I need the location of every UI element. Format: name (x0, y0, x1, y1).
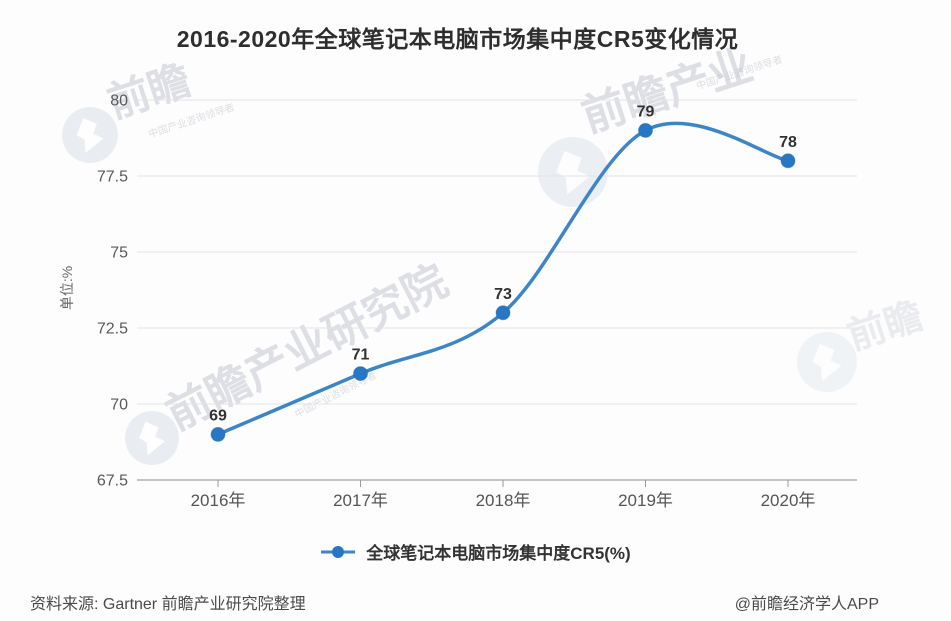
data-point (780, 153, 796, 169)
series-line (216, 121, 790, 437)
credit-note: @前瞻经济学人APP (734, 596, 879, 613)
data-label: 71 (352, 347, 370, 364)
data-point (353, 366, 368, 382)
data-label: 73 (494, 286, 512, 303)
y-tick-label: 72.5 (97, 321, 128, 338)
x-tick-label: 2016年 (191, 491, 246, 510)
y-tick-label: 77.5 (97, 169, 128, 186)
x-tick-label: 2019年 (618, 491, 673, 510)
footer: 资料来源: Gartner 前瞻产业研究院整理 @前瞻经济学人APP (0, 590, 951, 614)
data-label: 79 (637, 103, 655, 120)
y-tick-label: 80 (110, 93, 128, 110)
data-label: 78 (779, 134, 797, 151)
x-tick-label: 2018年 (476, 491, 531, 510)
page-title: 2016-2020年全球笔记本电脑市场集中度CR5变化情况 (176, 26, 739, 52)
source-note: 资料来源: Gartner 前瞻产业研究院整理 (30, 596, 306, 613)
legend-label: 全球笔记本电脑市场集中度CR5(%) (366, 544, 631, 563)
data-label: 69 (209, 407, 227, 424)
y-tick-label: 70 (110, 397, 128, 414)
legend: 全球笔记本电脑市场集中度CR5(%) (0, 539, 951, 564)
data-point (638, 122, 653, 138)
legend-line-marker-icon (321, 545, 356, 558)
data-point (495, 305, 511, 321)
y-tick-label: 75 (110, 245, 128, 262)
x-tick-label: 2017年 (333, 491, 388, 510)
y-tick-label: 67.5 (97, 473, 128, 490)
data-point (210, 426, 226, 442)
y-axis-unit-label: 单位:% (59, 265, 75, 311)
x-tick-label: 2020年 (761, 491, 816, 510)
